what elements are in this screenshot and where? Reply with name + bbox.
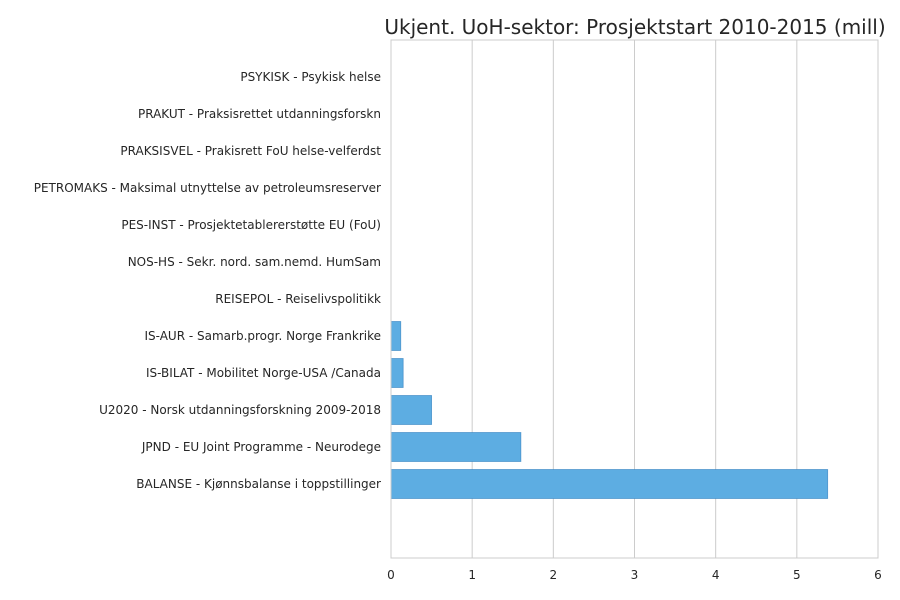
x-tick-label: 2 — [550, 568, 558, 582]
plot-frame — [390, 39, 879, 559]
category-labels: PSYKISK - Psykisk helse PRAKUT - Praksisr… — [34, 70, 382, 491]
category-label: IS-BILAT - Mobilitet Norge-USA /Canada — [146, 366, 381, 380]
category-label: PSYKISK - Psykisk helse — [240, 70, 381, 84]
chart-title: Ukjent. UoH-sektor: Prosjektstart 2010-2… — [384, 15, 885, 39]
x-tick-label: 4 — [712, 568, 720, 582]
x-tick-label: 3 — [631, 568, 639, 582]
bar — [390, 395, 432, 425]
category-label: PRAKSISVEL - Prakisrett FoU helse-velfer… — [120, 144, 381, 158]
bar — [390, 469, 829, 499]
x-tick-label: 6 — [874, 568, 882, 582]
category-label: IS-AUR - Samarb.progr. Norge Frankrike — [145, 329, 382, 343]
category-label: PRAKUT - Praksisrettet utdanningsforskn — [138, 107, 381, 121]
category-label: PES-INST - Prosjektetablererstøtte EU (F… — [121, 218, 381, 232]
category-label: JPND - EU Joint Programme - Neurodege — [141, 440, 381, 454]
x-tick-label: 0 — [387, 568, 395, 582]
category-label: BALANSE - Kjønnsbalanse i toppstillinger — [136, 477, 381, 491]
category-label: U2020 - Norsk utdanningsforskning 2009-2… — [99, 403, 381, 417]
category-label: REISEPOL - Reiselivspolitikk — [215, 292, 381, 306]
x-tick-label: 1 — [468, 568, 476, 582]
bar — [390, 358, 404, 388]
bar — [390, 432, 522, 462]
x-tick-labels: 0 1 2 3 4 5 6 — [387, 568, 882, 582]
x-tick-label: 5 — [793, 568, 801, 582]
bar — [390, 321, 402, 351]
bars — [390, 321, 829, 499]
category-label: NOS-HS - Sekr. nord. sam.nemd. HumSam — [128, 255, 381, 269]
category-label: PETROMAKS - Maksimal utnyttelse av petro… — [34, 181, 381, 195]
